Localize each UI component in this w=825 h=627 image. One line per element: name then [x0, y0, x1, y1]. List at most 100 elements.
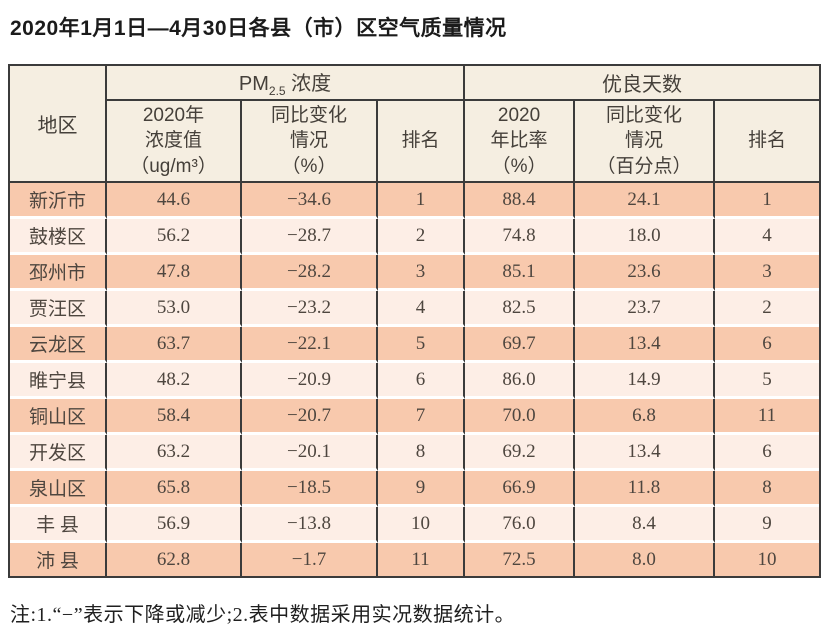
pm-change-column-header: 同比变化 情况 （%）	[242, 101, 378, 183]
good-days-rate-cell: 86.0	[465, 363, 576, 399]
good-days-rank-cell: 3	[715, 255, 820, 291]
good-days-group-header: 优良天数	[465, 66, 820, 101]
table-row: 鼓楼区 56.2 −28.7 2 74.8 18.0 4	[10, 219, 820, 255]
table-body: 新沂市 44.6 −34.6 1 88.4 24.1 1 鼓楼区 56.2 −28.7 2 74.8 1…	[10, 183, 820, 576]
table-row: 云龙区 63.7 −22.1 5 69.7 13.4 6	[10, 327, 820, 363]
region-cell: 沛 县	[10, 543, 107, 576]
air-quality-table: 地区 PM2.5 浓度 优良天数 2020年 浓度值 （ug/m³） 同比变化 …	[8, 64, 822, 578]
good-days-rank-cell: 11	[715, 399, 820, 435]
good-days-rank-cell: 4	[715, 219, 820, 255]
pm-change-cell: −22.1	[242, 327, 378, 363]
pm-value-cell: 56.2	[107, 219, 242, 255]
pm-value-cell: 47.8	[107, 255, 242, 291]
good-days-rate-cell: 76.0	[465, 507, 576, 543]
pm-rank-cell: 10	[378, 507, 466, 543]
table-row: 丰 县 56.9 −13.8 10 76.0 8.4 9	[10, 507, 820, 543]
good-days-rate-cell: 70.0	[465, 399, 576, 435]
good-days-rank-column-header: 排名	[715, 101, 820, 183]
good-days-change-column-header: 同比变化 情况 （百分点）	[575, 101, 716, 183]
pm-value-cell: 44.6	[107, 183, 242, 219]
good-days-change-cell: 18.0	[575, 219, 716, 255]
header-group-row: 地区 PM2.5 浓度 优良天数	[10, 66, 820, 183]
region-cell: 贾汪区	[10, 291, 107, 327]
good-days-rank-cell: 2	[715, 291, 820, 327]
pm-change-cell: −34.6	[242, 183, 378, 219]
good-days-rank-cell: 9	[715, 507, 820, 543]
table-row: 新沂市 44.6 −34.6 1 88.4 24.1 1	[10, 183, 820, 219]
good-days-change-cell: 13.4	[575, 435, 716, 471]
pm25-group-header: PM2.5 浓度	[107, 66, 466, 101]
good-days-change-cell: 23.7	[575, 291, 716, 327]
good-days-rate-cell: 69.7	[465, 327, 576, 363]
pm-value-cell: 62.8	[107, 543, 242, 576]
good-days-rate-cell: 74.8	[465, 219, 576, 255]
region-cell: 睢宁县	[10, 363, 107, 399]
pm-change-cell: −28.7	[242, 219, 378, 255]
pm-value-cell: 58.4	[107, 399, 242, 435]
pm-value-cell: 65.8	[107, 471, 242, 507]
good-days-rate-cell: 69.2	[465, 435, 576, 471]
good-days-change-cell: 23.6	[575, 255, 716, 291]
good-days-change-cell: 24.1	[575, 183, 716, 219]
table-row: 邳州市 47.8 −28.2 3 85.1 23.6 3	[10, 255, 820, 291]
pm-value-cell: 48.2	[107, 363, 242, 399]
pm-change-cell: −18.5	[242, 471, 378, 507]
page-title: 2020年1月1日—4月30日各县（市）区空气质量情况	[10, 17, 507, 40]
pm-change-cell: −20.9	[242, 363, 378, 399]
pm-change-cell: −20.7	[242, 399, 378, 435]
pm-value-cell: 53.0	[107, 291, 242, 327]
region-cell: 鼓楼区	[10, 219, 107, 255]
table-row: 泉山区 65.8 −18.5 9 66.9 11.8 8	[10, 471, 820, 507]
region-cell: 开发区	[10, 435, 107, 471]
pm25-label-prefix: PM	[238, 73, 269, 95]
pm-change-cell: −20.1	[242, 435, 378, 471]
good-days-rank-cell: 5	[715, 363, 820, 399]
region-cell: 邳州市	[10, 255, 107, 291]
pm-value-cell: 56.9	[107, 507, 242, 543]
good-days-change-cell: 13.4	[575, 327, 716, 363]
table-row: 沛 县 62.8 −1.7 11 72.5 8.0 10	[10, 543, 820, 576]
pm-rank-cell: 7	[378, 399, 466, 435]
footnote: 注:1.“−”表示下降或减少;2.表中数据采用实况数据统计。	[10, 604, 516, 626]
table-row: 睢宁县 48.2 −20.9 6 86.0 14.9 5	[10, 363, 820, 399]
pm-value-column-header: 2020年 浓度值 （ug/m³）	[107, 101, 242, 183]
good-days-change-cell: 8.4	[575, 507, 716, 543]
good-days-rate-column-header: 2020 年比率 （%）	[465, 101, 576, 183]
pm-rank-column-header: 排名	[378, 101, 466, 183]
region-column-header: 地区	[10, 66, 107, 183]
good-days-rank-cell: 10	[715, 543, 820, 576]
table-row: 开发区 63.2 −20.1 8 69.2 13.4 6	[10, 435, 820, 471]
pm-rank-cell: 9	[378, 471, 466, 507]
good-days-change-cell: 11.8	[575, 471, 716, 507]
pm-change-cell: −23.2	[242, 291, 378, 327]
table-row: 铜山区 58.4 −20.7 7 70.0 6.8 11	[10, 399, 820, 435]
region-cell: 铜山区	[10, 399, 107, 435]
table-row: 贾汪区 53.0 −23.2 4 82.5 23.7 2	[10, 291, 820, 327]
pm-rank-cell: 11	[378, 543, 466, 576]
good-days-change-cell: 14.9	[575, 363, 716, 399]
pm-change-cell: −28.2	[242, 255, 378, 291]
good-days-rank-cell: 6	[715, 327, 820, 363]
pm-rank-cell: 2	[378, 219, 466, 255]
good-days-rate-cell: 82.5	[465, 291, 576, 327]
region-cell: 泉山区	[10, 471, 107, 507]
good-days-rank-cell: 1	[715, 183, 820, 219]
pm-change-cell: −13.8	[242, 507, 378, 543]
pm-value-cell: 63.7	[107, 327, 242, 363]
good-days-change-cell: 8.0	[575, 543, 716, 576]
header-subcolumn-row: 2020年 浓度值 （ug/m³） 同比变化 情况 （%） 排名 2020 年比…	[10, 101, 820, 183]
pm-change-cell: −1.7	[242, 543, 378, 576]
region-cell: 云龙区	[10, 327, 107, 363]
table-header: 地区 PM2.5 浓度 优良天数 2020年 浓度值 （ug/m³） 同比变化 …	[10, 66, 820, 183]
good-days-rate-cell: 66.9	[465, 471, 576, 507]
pm-value-cell: 63.2	[107, 435, 242, 471]
pm-rank-cell: 8	[378, 435, 466, 471]
good-days-rank-cell: 8	[715, 471, 820, 507]
pm25-label-suffix: 浓度	[285, 73, 332, 95]
good-days-rank-cell: 6	[715, 435, 820, 471]
pm-rank-cell: 6	[378, 363, 466, 399]
good-days-change-cell: 6.8	[575, 399, 716, 435]
good-days-rate-cell: 88.4	[465, 183, 576, 219]
region-cell: 丰 县	[10, 507, 107, 543]
